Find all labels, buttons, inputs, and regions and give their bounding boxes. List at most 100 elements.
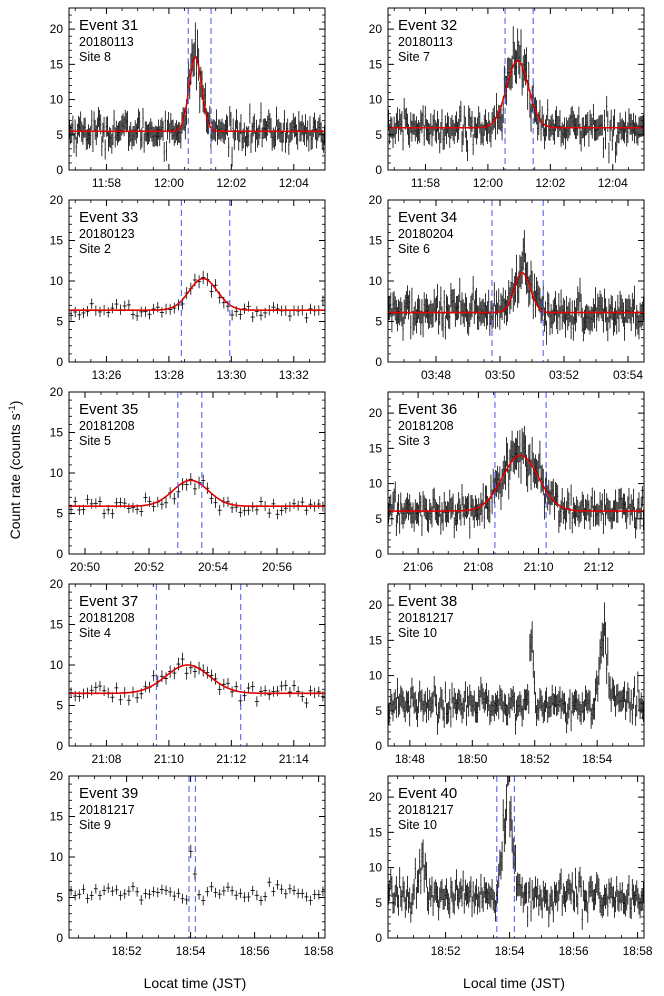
data-point — [529, 877, 531, 899]
data-point — [270, 118, 272, 139]
data-point — [147, 889, 152, 900]
data-point — [124, 109, 126, 130]
data-point — [263, 307, 268, 319]
data-point — [431, 303, 433, 328]
data-point — [308, 303, 313, 315]
data-point — [608, 878, 610, 900]
data-point — [504, 460, 506, 491]
data-point — [151, 303, 156, 315]
data-point — [168, 304, 173, 315]
data-point — [531, 621, 533, 653]
data-point — [474, 885, 476, 907]
panel-36: 0 5 10 15 20 21:06 21:08 21:10 21:12 Event 362018… — [369, 391, 645, 574]
data-point — [259, 118, 261, 139]
data-point — [435, 296, 437, 321]
data-point — [458, 888, 460, 910]
data-point — [635, 115, 637, 137]
data-point — [412, 310, 414, 336]
data-point — [454, 692, 456, 714]
data-point — [512, 685, 514, 707]
data-point — [197, 889, 202, 900]
data-point — [392, 127, 394, 148]
data-point — [562, 297, 564, 323]
data-point — [527, 261, 529, 293]
data-point — [505, 784, 508, 821]
data-point — [455, 699, 458, 721]
data-point — [209, 492, 214, 504]
data-point — [585, 305, 587, 331]
data-point — [580, 704, 582, 725]
data-point — [414, 301, 416, 326]
data-point — [419, 848, 421, 875]
data-point — [300, 888, 305, 899]
data-point — [424, 497, 426, 519]
y-axis-label-close: ) — [7, 401, 23, 406]
data-point — [459, 498, 461, 520]
data-point — [143, 306, 148, 317]
data-point — [566, 880, 568, 902]
data-point — [479, 689, 481, 711]
data-point — [287, 686, 292, 698]
data-point — [431, 876, 433, 898]
data-point — [591, 881, 593, 902]
data-point — [475, 123, 478, 145]
data-point — [139, 111, 141, 132]
data-point — [411, 287, 413, 312]
data-point — [623, 316, 626, 341]
data-point — [73, 132, 75, 153]
data-point — [573, 502, 575, 524]
data-point — [488, 498, 490, 522]
data-point — [238, 130, 240, 151]
data-point — [424, 105, 426, 127]
data-point — [180, 127, 182, 149]
data-point — [589, 508, 591, 530]
data-point — [596, 307, 598, 332]
data-point — [230, 309, 235, 321]
data-point — [560, 500, 562, 523]
data-point — [433, 288, 435, 314]
data-point — [534, 876, 537, 898]
data-point — [440, 686, 442, 708]
data-point — [413, 114, 415, 135]
data-point — [389, 496, 391, 518]
data-point — [420, 867, 422, 895]
data-point — [579, 701, 581, 722]
data-point — [451, 682, 453, 704]
y-tick-label: 0 — [56, 163, 63, 177]
data-point — [405, 107, 407, 129]
data-point — [560, 125, 562, 147]
data-point — [492, 468, 494, 494]
data-point — [585, 114, 587, 136]
event-site: Site 2 — [79, 242, 111, 256]
data-point — [430, 885, 432, 907]
data-point — [282, 122, 284, 143]
data-point — [537, 878, 539, 900]
data-point — [551, 481, 553, 506]
data-point — [228, 137, 230, 158]
data-point — [639, 698, 641, 720]
data-point — [550, 886, 552, 907]
data-point — [446, 296, 449, 321]
y-tick-label: 15 — [369, 441, 383, 455]
data-point — [508, 776, 510, 786]
panel-31: 0 5 10 15 20 11:58 12:00 12:02 12:04 Event 312018… — [50, 7, 326, 190]
data-point — [517, 696, 519, 718]
data-point — [543, 127, 545, 150]
data-point — [474, 495, 476, 517]
data-point — [590, 113, 592, 135]
data-point — [541, 464, 543, 492]
data-point — [271, 130, 273, 151]
data-point — [609, 120, 611, 142]
data-point — [465, 884, 468, 906]
data-point — [71, 122, 73, 143]
data-point — [309, 116, 311, 137]
data-point — [404, 701, 406, 723]
data-point — [586, 890, 588, 912]
data-point — [416, 298, 419, 324]
data-point — [520, 29, 522, 63]
data-point — [617, 294, 619, 320]
data-point — [440, 513, 442, 535]
data-point — [478, 497, 480, 520]
data-point — [414, 499, 416, 521]
data-point — [514, 49, 516, 83]
